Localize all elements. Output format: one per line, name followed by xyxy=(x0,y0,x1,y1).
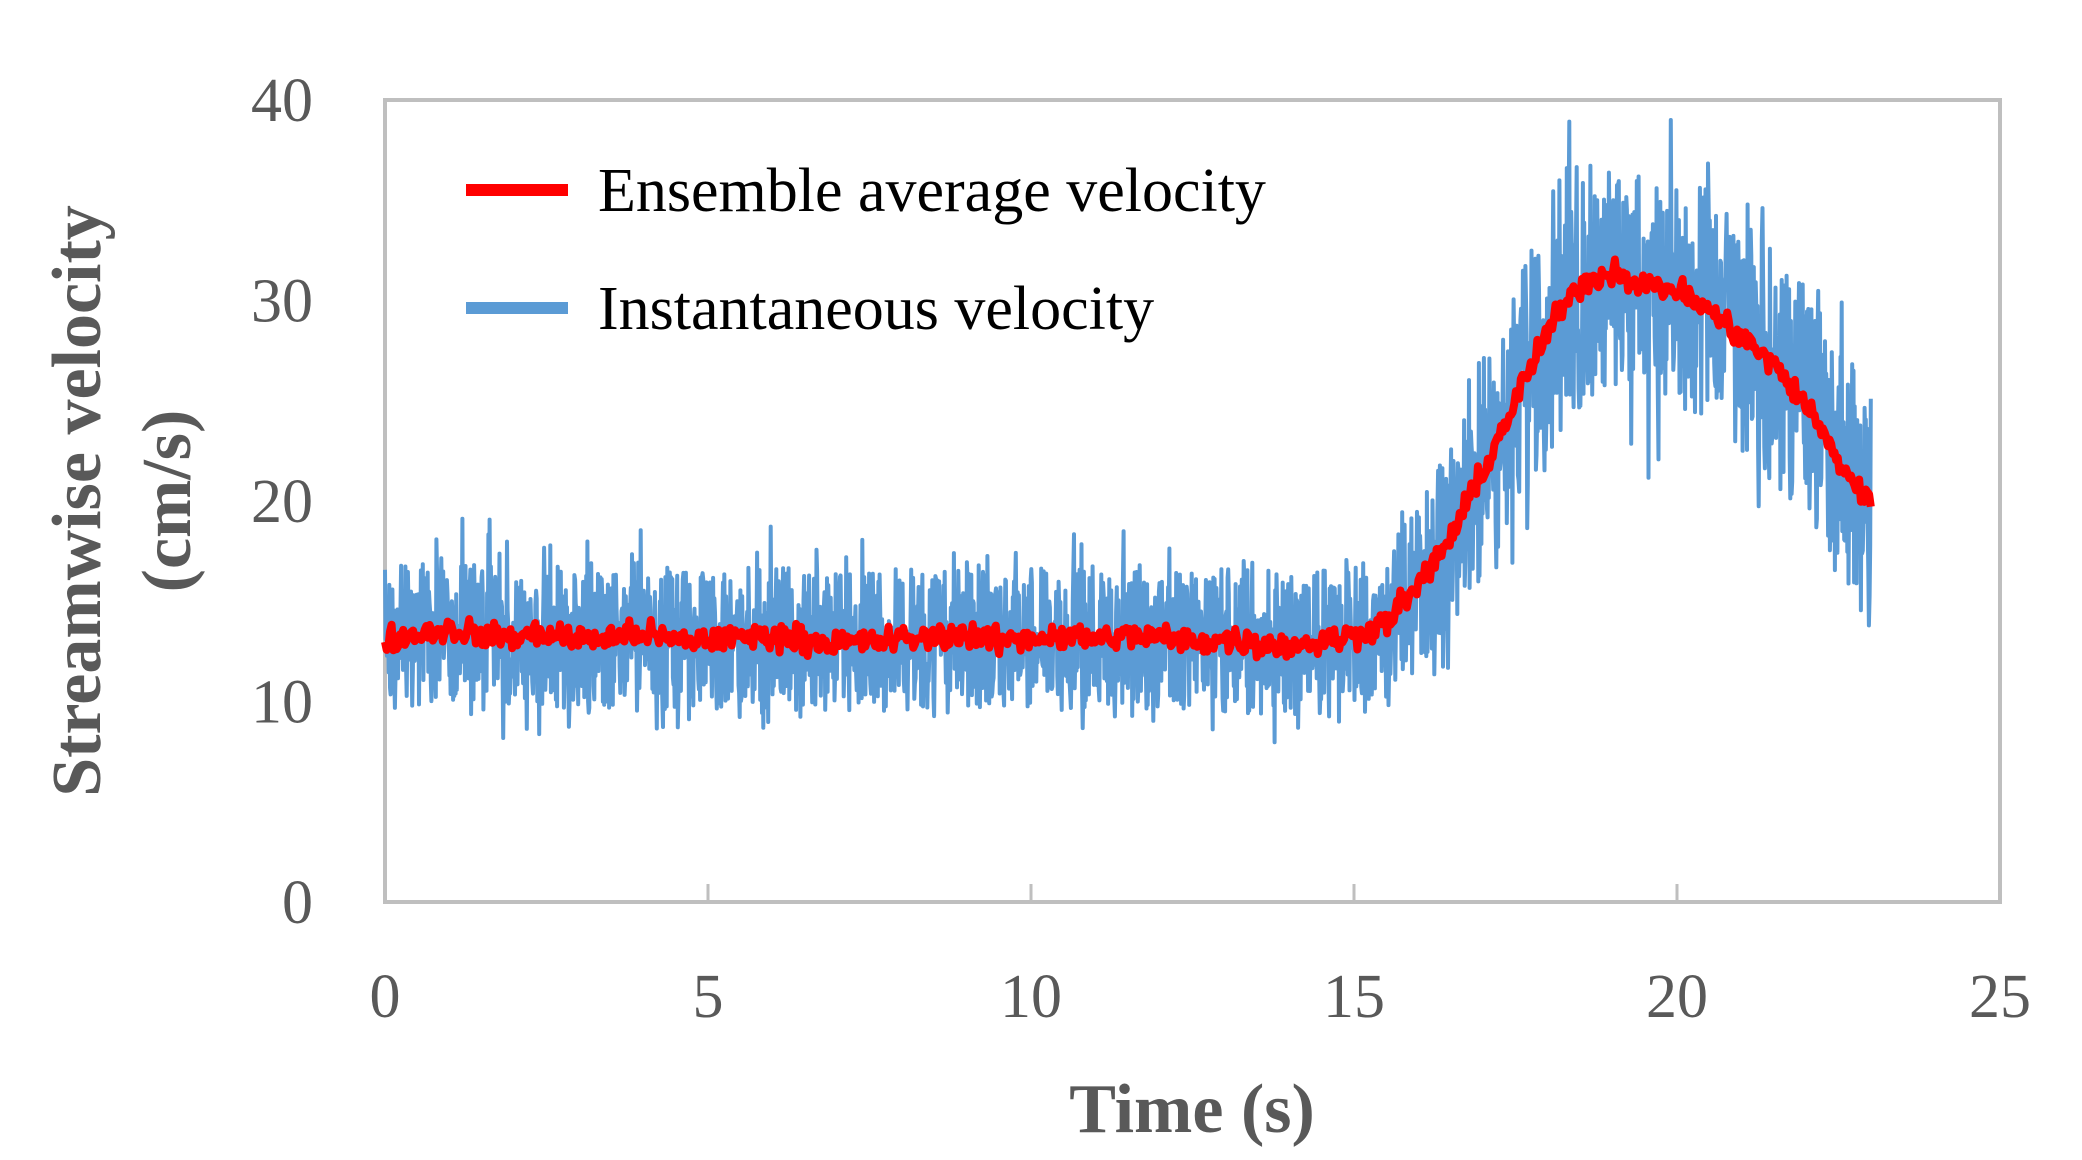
x-tick-label: 5 xyxy=(693,963,724,1031)
y-tick-label: 20 xyxy=(251,468,313,536)
x-tick-label: 10 xyxy=(1000,963,1062,1031)
x-axis-title: Time (s) xyxy=(1069,1071,1315,1148)
legend-label-instantaneous: Instantaneous velocity xyxy=(598,275,1154,343)
x-tick-label: 25 xyxy=(1969,963,2031,1031)
x-tick-label: 15 xyxy=(1323,963,1385,1031)
tick-marks xyxy=(383,884,2002,902)
series-instantaneous-velocity xyxy=(383,118,1873,745)
y-tick-label: 40 xyxy=(251,67,313,135)
series-group xyxy=(381,118,1875,745)
y-tick-labels: 0 10 20 30 40 xyxy=(251,67,313,937)
y-tick-label: 0 xyxy=(282,869,313,937)
y-axis-title-line-1: Streamwise velocity xyxy=(39,205,116,797)
plot-area-frame xyxy=(383,98,2002,904)
legend: Ensemble average velocity Instantaneous … xyxy=(466,157,1266,343)
series-ensemble-average-velocity xyxy=(381,255,1875,662)
y-axis-title: Streamwise velocity (cm/s) xyxy=(39,205,206,797)
y-tick-label: 30 xyxy=(251,268,313,336)
y-tick-label: 10 xyxy=(251,669,313,737)
y-axis-title-line-2: (cm/s) xyxy=(129,410,206,593)
legend-label-ensemble: Ensemble average velocity xyxy=(598,157,1266,225)
x-tick-labels: 0 5 10 15 20 25 xyxy=(370,963,2032,1031)
x-tick-label: 0 xyxy=(370,963,401,1031)
x-tick-label: 20 xyxy=(1646,963,1708,1031)
